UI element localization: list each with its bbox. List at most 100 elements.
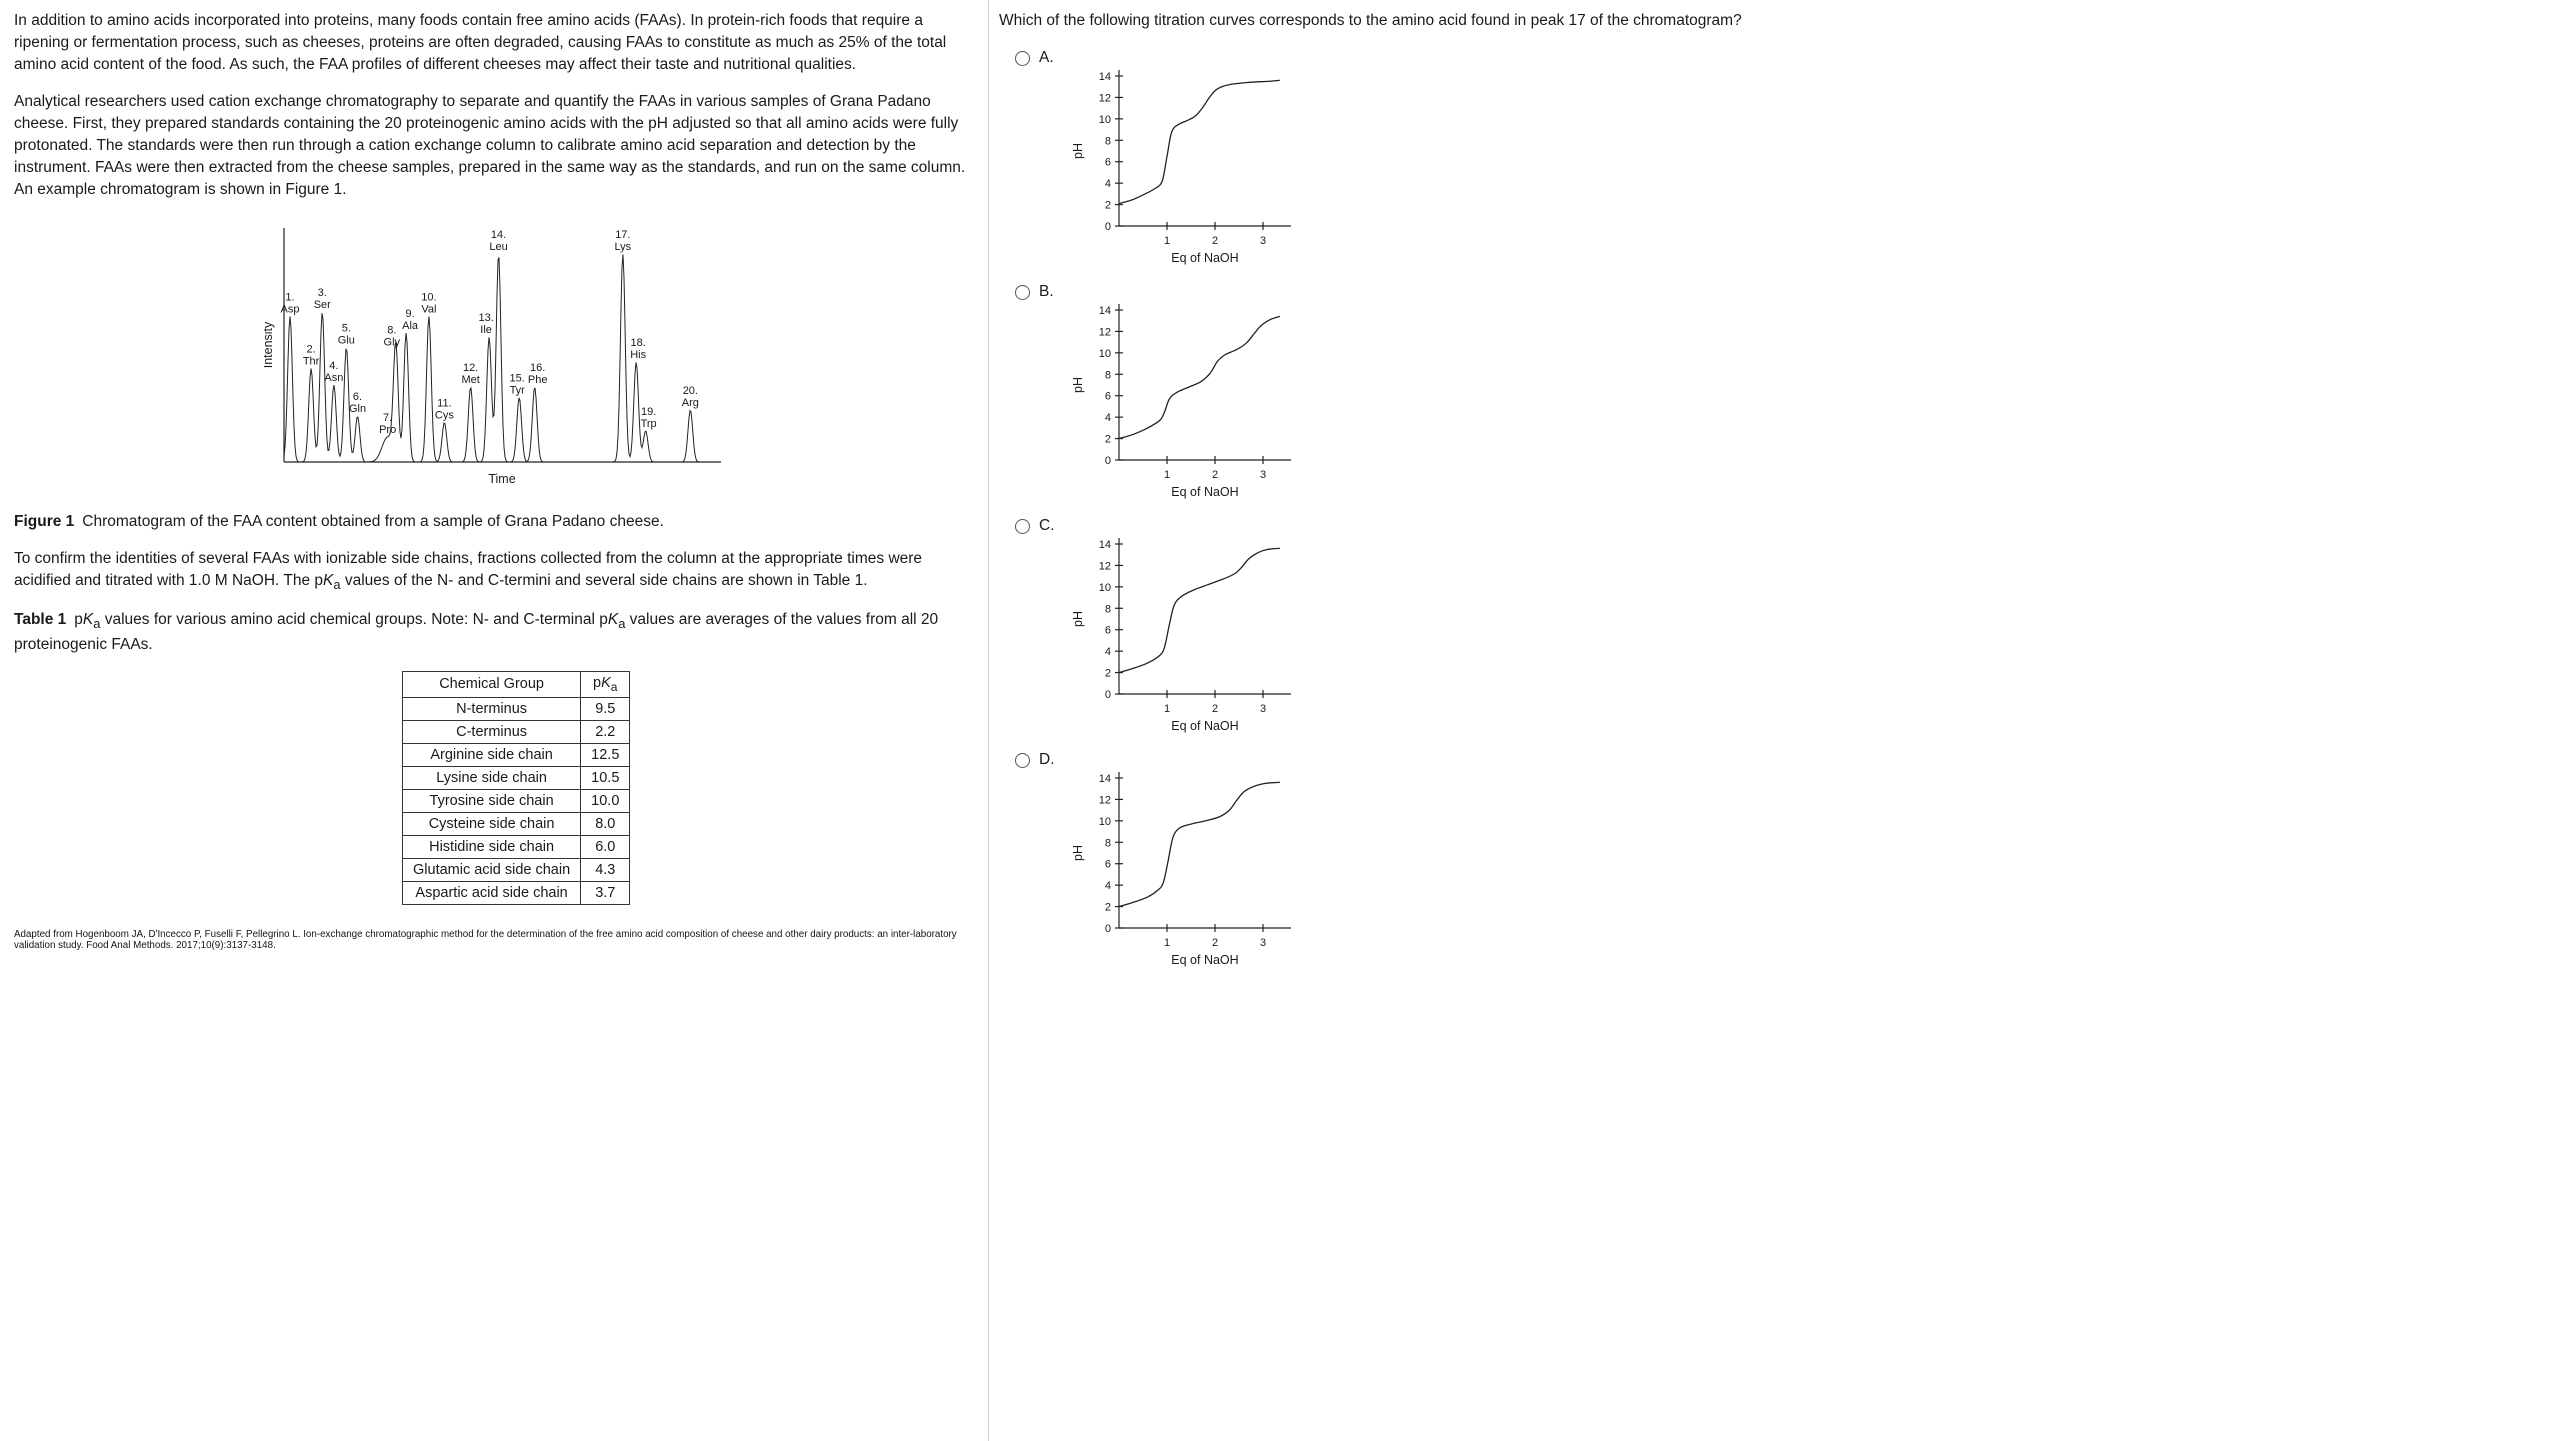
peak-label-trp: 19. Trp bbox=[641, 406, 657, 430]
figure-1-chromatogram: 1. Asp 2. Thr 3. Ser 4. Asn 5. Glu 6. Gln 7. Pro 8. Gly… bbox=[261, 216, 968, 503]
y-tick-label: 12 bbox=[1099, 326, 1111, 338]
y-tick-label: 8 bbox=[1105, 135, 1111, 147]
x-tick-label: 1 bbox=[1164, 703, 1170, 715]
y-tick-label: 4 bbox=[1105, 646, 1111, 658]
peak-label-arg: 20. Arg bbox=[682, 385, 699, 409]
peak-label-val: 10. Val bbox=[421, 291, 436, 315]
table-cell: 10.0 bbox=[580, 788, 631, 813]
table-cell: Cysteine side chain bbox=[401, 811, 582, 836]
x-tick-label: 3 bbox=[1260, 469, 1266, 481]
table-1-caption-text: pKa values for various amino acid chemic… bbox=[14, 611, 939, 653]
peak-label-lys: 17. Lys bbox=[614, 229, 631, 253]
table-row: N-terminus 9.5 bbox=[401, 696, 631, 721]
y-tick-label: 6 bbox=[1105, 391, 1111, 403]
chromatogram-trace bbox=[283, 254, 717, 463]
peak-label-pro: 7. Pro bbox=[379, 412, 396, 436]
table-cell: Glutamic acid side chain bbox=[401, 857, 582, 882]
chromatogram-plot: 1. Asp 2. Thr 3. Ser 4. Asn 5. Glu 6. Gln 7. Pro 8. Gly… bbox=[261, 228, 721, 486]
table-row: Lysine side chain 10.5 bbox=[401, 765, 631, 790]
table-cell: 6.0 bbox=[580, 834, 631, 859]
y-tick-label: 14 bbox=[1099, 71, 1111, 83]
table-row: Aspartic acid side chain 3.7 bbox=[401, 880, 631, 905]
y-tick-label: 4 bbox=[1105, 178, 1111, 190]
option-c-label[interactable]: C. bbox=[1039, 517, 1055, 534]
y-tick-label: 10 bbox=[1099, 582, 1111, 594]
y-tick-label: 8 bbox=[1105, 837, 1111, 849]
peak-label-ser: 3. Ser bbox=[314, 287, 331, 311]
passage-panel: In addition to amino acids incorporated … bbox=[0, 0, 986, 951]
panel-divider bbox=[988, 0, 989, 1441]
table-cell: Lysine side chain bbox=[401, 765, 582, 790]
titration-curve bbox=[1118, 781, 1280, 908]
y-tick-label: 4 bbox=[1105, 880, 1111, 892]
x-tick-label: 2 bbox=[1212, 469, 1218, 481]
table-cell: 9.5 bbox=[580, 696, 631, 721]
x-axis-label: Eq of NaOH bbox=[1171, 719, 1238, 733]
option-a-label[interactable]: A. bbox=[1039, 49, 1054, 66]
y-axis-label: pH bbox=[1071, 611, 1085, 627]
y-tick-label: 10 bbox=[1099, 348, 1111, 360]
x-axis-label: Eq of NaOH bbox=[1171, 485, 1238, 499]
option-c: C. 0 2 4 6 8 10 12 14 1 2 3 pH Eq of NaOH bbox=[1015, 514, 2545, 736]
table-cell: Aspartic acid side chain bbox=[401, 880, 582, 905]
y-tick-label: 6 bbox=[1105, 157, 1111, 169]
y-tick-label: 14 bbox=[1099, 539, 1111, 551]
table-cell: C-terminus bbox=[401, 719, 582, 744]
x-tick-label: 2 bbox=[1212, 703, 1218, 715]
y-tick-label: 2 bbox=[1105, 668, 1111, 680]
option-c-radio[interactable] bbox=[1015, 519, 1030, 534]
y-tick-label: 4 bbox=[1105, 412, 1111, 424]
table-cell: Histidine side chain bbox=[401, 834, 582, 859]
table-row: Arginine side chain 12.5 bbox=[401, 742, 631, 767]
y-tick-label: 8 bbox=[1105, 369, 1111, 381]
option-b-label[interactable]: B. bbox=[1039, 283, 1054, 300]
table-cell: 12.5 bbox=[580, 742, 631, 767]
table-1-caption-label: Table 1 bbox=[14, 611, 67, 629]
x-tick-label: 1 bbox=[1164, 469, 1170, 481]
y-tick-label: 2 bbox=[1105, 434, 1111, 446]
y-axis-label: pH bbox=[1071, 377, 1085, 393]
figure-1-caption: Figure 1 Chromatogram of the FAA content … bbox=[14, 511, 968, 533]
x-tick-label: 1 bbox=[1164, 235, 1170, 247]
peak-label-asp: 1. Asp bbox=[281, 291, 300, 315]
y-tick-label: 6 bbox=[1105, 859, 1111, 871]
option-a: A. 0 2 4 6 8 10 12 14 1 2 3 pH Eq of NaOH bbox=[1015, 46, 2545, 268]
y-tick-label: 8 bbox=[1105, 603, 1111, 615]
peak-label-his: 18. His bbox=[630, 337, 646, 361]
option-a-radio[interactable] bbox=[1015, 51, 1030, 66]
peak-label-tyr: 15. Tyr bbox=[510, 373, 526, 397]
x-axis-label: Eq of NaOH bbox=[1171, 953, 1238, 967]
y-tick-label: 12 bbox=[1099, 794, 1111, 806]
peak-label-glu: 5. Glu bbox=[338, 323, 355, 347]
peak-label-ile: 13. Ile bbox=[478, 312, 493, 336]
option-d: D. 0 2 4 6 8 10 12 14 1 2 3 pH Eq of NaOH bbox=[1015, 748, 2545, 970]
x-axis-label: Eq of NaOH bbox=[1171, 251, 1238, 265]
y-tick-label: 6 bbox=[1105, 625, 1111, 637]
y-tick-label: 14 bbox=[1099, 773, 1111, 785]
x-tick-label: 2 bbox=[1212, 937, 1218, 949]
y-tick-label: 0 bbox=[1105, 689, 1111, 701]
peak-label-gln: 6. Gln bbox=[349, 391, 366, 415]
x-tick-label: 3 bbox=[1260, 235, 1266, 247]
y-tick-label: 2 bbox=[1105, 200, 1111, 212]
table-cell: 8.0 bbox=[580, 811, 631, 836]
pka-table: Chemical Group pKa N-terminus 9.5 C-termin… bbox=[401, 670, 631, 905]
option-d-label[interactable]: D. bbox=[1039, 751, 1055, 768]
y-tick-label: 12 bbox=[1099, 92, 1111, 104]
figure-1-caption-label: Figure 1 bbox=[14, 513, 75, 530]
table-row: Glutamic acid side chain 4.3 bbox=[401, 857, 631, 882]
option-d-radio[interactable] bbox=[1015, 753, 1030, 768]
column-header-pka: pKa bbox=[580, 670, 631, 698]
x-tick-label: 3 bbox=[1260, 937, 1266, 949]
table-row: Cysteine side chain 8.0 bbox=[401, 811, 631, 836]
passage-paragraph-3: To confirm the identities of several FAA… bbox=[14, 550, 923, 593]
option-b-radio[interactable] bbox=[1015, 285, 1030, 300]
question-panel: Which of the following titration curves … bbox=[989, 0, 2555, 982]
table-header-row: Chemical Group pKa bbox=[401, 670, 631, 698]
chromatogram-x-axis-label: Time bbox=[488, 472, 515, 486]
table-row: C-terminus 2.2 bbox=[401, 719, 631, 744]
figure-1-caption-text: Chromatogram of the FAA content obtained… bbox=[82, 513, 664, 530]
table-cell: Arginine side chain bbox=[401, 742, 582, 767]
